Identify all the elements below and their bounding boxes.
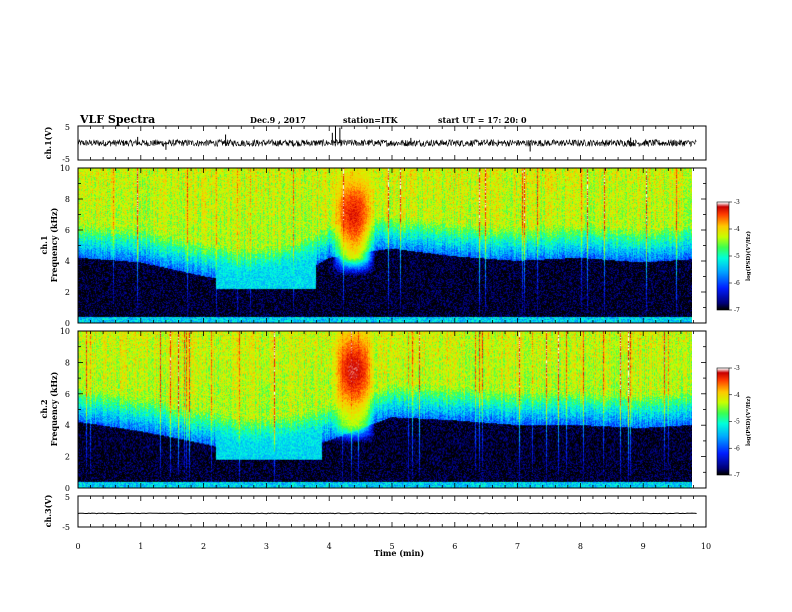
colorbar-tick-label: -3	[734, 365, 740, 372]
freq-tick-label: 0	[65, 484, 70, 493]
time-tick-label: 8	[578, 542, 583, 551]
colorbar-tick-label: -5	[734, 253, 740, 260]
colorbar-tick-label: -6	[734, 445, 740, 452]
ch2-spectrogram-image	[78, 331, 692, 488]
ch1-colorbar-label: log(PSD)(V²/Hz)	[745, 231, 752, 281]
colorbar-tick-label: -7	[734, 472, 740, 479]
ch1-spectrogram-image	[78, 168, 692, 323]
ch3-waveform-panel: ch.3(V) 5 -5	[43, 493, 707, 532]
freq-tick-label: 2	[65, 453, 70, 462]
freq-tick-label: 0	[65, 319, 70, 328]
ch1-colorbar: -3 -4 -5 -6 -7 log(PSD)(V²/Hz)	[716, 199, 752, 314]
freq-tick-label: 4	[65, 257, 70, 266]
ch1-channel-label: ch.1	[39, 235, 49, 254]
time-tick-label: 10	[701, 542, 711, 551]
freq-tick-label: 10	[60, 327, 70, 336]
ch3-ytick-top: 5	[65, 493, 70, 502]
colorbar-tick-label: -7	[734, 307, 740, 314]
ch2-spectrogram-panel: ch.2 Frequency (kHz) 0 2 4 6 8 10	[39, 327, 707, 493]
freq-tick-label: 4	[65, 421, 70, 430]
ch2-colorbar: -3 -4 -5 -6 -7 log(PSD)(V²/Hz)	[716, 365, 752, 479]
start-time-label: start UT = 17: 20: 0	[438, 115, 527, 125]
freq-tick-label: 10	[60, 164, 70, 173]
ch1-colorbar-ticks: -3 -4 -5 -6 -7	[729, 199, 740, 314]
figure-title: VLF Spectra	[79, 113, 155, 126]
ch2-colorbar-label: log(PSD)(V²/Hz)	[745, 396, 752, 446]
ch1-waveform-panel: ch.1(V) 5 -5	[43, 123, 707, 164]
ch1-freq-ticks: 0 2 4 6 8 10	[60, 164, 706, 328]
ch1-ytick-bottom: -5	[62, 155, 70, 164]
colorbar-tick-label: -3	[734, 199, 740, 206]
freq-tick-label: 8	[65, 195, 70, 204]
time-tick-label: 6	[452, 542, 457, 551]
time-tick-label: 3	[264, 542, 269, 551]
ch1-ytick-top: 5	[65, 123, 70, 132]
ch2-channel-label: ch.2	[39, 399, 49, 418]
time-axis-label: Time (min)	[374, 548, 424, 558]
ch3-ylabel: ch.3(V)	[43, 494, 53, 527]
colorbar-tick-label: -5	[734, 419, 740, 426]
freq-tick-label: 6	[65, 390, 70, 399]
time-tick-label: 5	[389, 542, 394, 551]
freq-tick-label: 8	[65, 358, 70, 367]
ch1-colorbar-gradient	[717, 202, 729, 310]
freq-tick-label: 6	[65, 226, 70, 235]
ch2-colorbar-gradient	[717, 368, 729, 475]
ch3-waveform-trace	[77, 512, 697, 515]
date-label: Dec.9 , 2017	[250, 115, 306, 125]
time-tick-label: 0	[75, 542, 80, 551]
time-tick-label: 7	[515, 542, 520, 551]
ch3-ytick-bottom: -5	[62, 523, 70, 532]
ch1-ylabel: ch.1(V)	[43, 126, 53, 159]
ch2-freq-label: Frequency (kHz)	[49, 371, 59, 446]
station-label: station=ITK	[343, 115, 399, 125]
colorbar-tick-label: -4	[734, 392, 740, 399]
freq-tick-label: 2	[65, 288, 70, 297]
ch2-colorbar-ticks: -3 -4 -5 -6 -7	[729, 365, 740, 479]
ch1-waveform-trace	[77, 138, 697, 148]
ch1-freq-label: Frequency (kHz)	[49, 207, 59, 282]
ch2-freq-ticks: 0 2 4 6 8 10	[60, 327, 706, 493]
time-tick-label: 1	[138, 542, 143, 551]
time-tick-label: 2	[201, 542, 206, 551]
colorbar-tick-label: -6	[734, 280, 740, 287]
time-tick-label: 4	[327, 542, 332, 551]
colorbar-tick-label: -4	[734, 226, 740, 233]
time-tick-label: 9	[641, 542, 646, 551]
ch1-spectrogram-panel: ch.1 Frequency (kHz) 0 2 4 6 8 10	[39, 164, 707, 328]
time-ticks: 0 1 2 3 4 5 6 7 8 9 10	[75, 126, 711, 551]
